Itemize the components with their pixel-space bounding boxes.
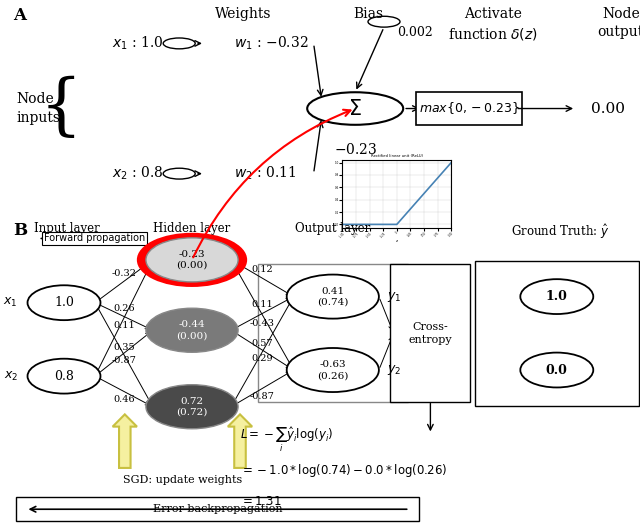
Circle shape xyxy=(287,275,379,319)
Text: 0.72
(0.72): 0.72 (0.72) xyxy=(176,396,208,417)
Text: -0.63
(0.26): -0.63 (0.26) xyxy=(317,360,349,380)
Text: -0.43: -0.43 xyxy=(250,319,275,328)
X-axis label: z: z xyxy=(396,239,398,243)
FancyBboxPatch shape xyxy=(475,261,639,406)
Text: Forward propagation: Forward propagation xyxy=(44,233,145,244)
Text: 0.57: 0.57 xyxy=(252,338,273,348)
Circle shape xyxy=(307,92,403,125)
Circle shape xyxy=(138,234,246,286)
Text: A: A xyxy=(13,6,26,24)
Text: 0.0: 0.0 xyxy=(546,363,568,377)
Circle shape xyxy=(146,308,238,353)
Text: Bias: Bias xyxy=(353,6,383,20)
Circle shape xyxy=(520,279,593,314)
Text: Node
inputs: Node inputs xyxy=(16,93,60,124)
Text: 0.46: 0.46 xyxy=(113,394,135,404)
Text: -0.44
(0.00): -0.44 (0.00) xyxy=(176,320,208,340)
Text: Activate
function $\delta(z)$: Activate function $\delta(z)$ xyxy=(448,6,538,41)
Text: -0.32: -0.32 xyxy=(111,269,136,278)
Text: 0.29: 0.29 xyxy=(252,354,273,363)
Text: $L = -\sum_i \hat{y}_i \log(y_i)$: $L = -\sum_i \hat{y}_i \log(y_i)$ xyxy=(240,426,333,454)
Text: $x_1$: $x_1$ xyxy=(3,296,18,309)
Text: Cross-
entropy: Cross- entropy xyxy=(408,322,452,345)
Text: $x_2$ : 0.8: $x_2$ : 0.8 xyxy=(112,165,163,183)
Circle shape xyxy=(146,385,238,429)
Text: 1.0: 1.0 xyxy=(546,290,568,303)
Text: 0.8: 0.8 xyxy=(54,370,74,383)
Circle shape xyxy=(146,238,238,282)
Text: Ground Truth: $\hat{y}$: Ground Truth: $\hat{y}$ xyxy=(511,222,609,241)
Text: SGD: update weights: SGD: update weights xyxy=(123,475,242,485)
Text: {: { xyxy=(40,76,82,141)
Circle shape xyxy=(287,348,379,392)
Text: Error backpropagation: Error backpropagation xyxy=(153,504,282,514)
Text: 0.26: 0.26 xyxy=(113,304,135,313)
Text: 0.35: 0.35 xyxy=(113,343,135,351)
Text: -0.23
(0.00): -0.23 (0.00) xyxy=(176,250,208,270)
Text: Output layer: Output layer xyxy=(295,222,371,235)
Text: $x_2$: $x_2$ xyxy=(4,370,18,383)
Text: $w_2$ : 0.11: $w_2$ : 0.11 xyxy=(234,165,296,183)
FancyBboxPatch shape xyxy=(16,497,419,521)
Text: $x_1$ : 1.0: $x_1$ : 1.0 xyxy=(112,35,164,52)
Text: -0.87: -0.87 xyxy=(111,356,136,366)
Text: -0.87: -0.87 xyxy=(250,392,275,402)
FancyBboxPatch shape xyxy=(258,265,408,402)
Text: $max\{0, -0.23\}$: $max\{0, -0.23\}$ xyxy=(419,100,519,117)
Circle shape xyxy=(28,359,100,394)
Circle shape xyxy=(520,353,593,388)
Text: Hidden layer: Hidden layer xyxy=(154,222,230,235)
Text: $y_2$: $y_2$ xyxy=(387,363,401,377)
Circle shape xyxy=(28,285,100,320)
Text: 1.0: 1.0 xyxy=(54,296,74,309)
Title: Rectified linear unit (ReLU): Rectified linear unit (ReLU) xyxy=(371,154,423,158)
Text: 0.00: 0.00 xyxy=(591,101,625,116)
Text: 0.11: 0.11 xyxy=(113,321,135,330)
Text: $= 1.31$: $= 1.31$ xyxy=(240,495,282,508)
Text: $\Sigma$: $\Sigma$ xyxy=(348,98,362,119)
Text: Input layer: Input layer xyxy=(35,222,100,235)
FancyBboxPatch shape xyxy=(416,92,522,125)
Text: $= -1.0 * \log(0.74) - 0.0 * \log(0.26)$: $= -1.0 * \log(0.74) - 0.0 * \log(0.26)$ xyxy=(240,462,447,480)
Text: B: B xyxy=(13,222,27,238)
Text: $y_1$: $y_1$ xyxy=(387,290,401,303)
FancyArrow shape xyxy=(228,414,252,468)
Text: $w_1$ : $-$0.32: $w_1$ : $-$0.32 xyxy=(234,35,308,52)
Text: 0.002: 0.002 xyxy=(397,26,433,39)
Text: Node
output: Node output xyxy=(598,6,640,39)
FancyArrow shape xyxy=(113,414,137,468)
Text: 0.41
(0.74): 0.41 (0.74) xyxy=(317,287,349,306)
Text: 0.12: 0.12 xyxy=(252,265,273,274)
FancyBboxPatch shape xyxy=(390,265,470,402)
Text: $-$0.23: $-$0.23 xyxy=(333,142,377,157)
Text: Weights: Weights xyxy=(215,6,271,20)
Text: 0.11: 0.11 xyxy=(252,300,273,309)
